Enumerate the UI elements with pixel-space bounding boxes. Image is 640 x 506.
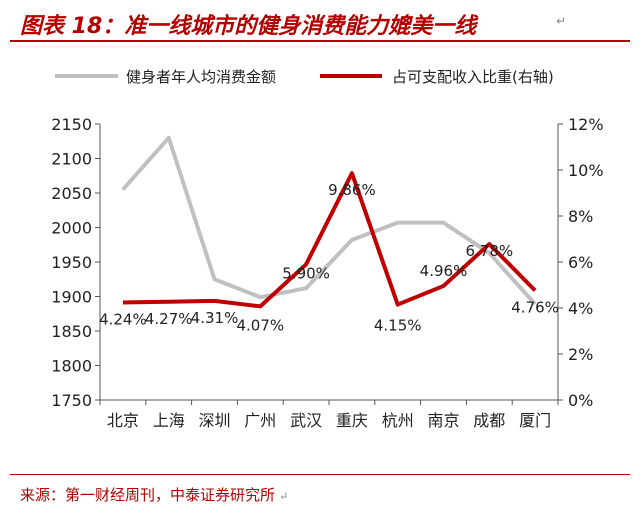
y-left-tick-label: 1900: [51, 288, 92, 307]
legend-label-1: 健身者年人均消费金额: [126, 68, 276, 86]
series-line-spending: [121, 135, 537, 306]
x-tick-label: 成都: [473, 411, 505, 430]
data-label: 4.96%: [420, 262, 468, 280]
paragraph-mark-icon: ↵: [556, 14, 567, 28]
chart-series: [121, 135, 537, 309]
y-left-tick-label: 2100: [51, 150, 92, 169]
data-label: 9.86%: [328, 181, 376, 199]
x-tick-label: 重庆: [336, 411, 368, 430]
figure-header: 图表 18：准一线城市的健身消费能力媲美一线 ↵: [0, 0, 640, 40]
data-label: 6.78%: [465, 242, 513, 260]
footer-divider: [10, 474, 630, 475]
y-left-tick-label: 2050: [51, 184, 92, 203]
x-tick-label: 北京: [107, 411, 139, 430]
data-labels: 4.24%4.27%4.31%4.07% 5.90% 9.86% 4.15% 4.96%…: [99, 181, 559, 334]
paragraph-mark-icon: ↵: [279, 490, 289, 503]
y-right-tick-label: 10%: [568, 161, 604, 180]
y-left-tick-label: 2150: [51, 115, 92, 134]
series-line-income-share: [122, 171, 537, 309]
data-label: 4.76%: [511, 299, 559, 317]
figure-title: 图表 18：准一线城市的健身消费能力媲美一线: [20, 14, 477, 39]
y-right-tick-label: 2%: [568, 345, 593, 364]
x-tick-label: 上海: [153, 411, 185, 430]
legend-label-2: 占可支配收入比重(右轴): [392, 68, 554, 86]
chart: 健身者年人均消费金额 占可支配收入比重(右轴) 17501800185019001…: [51, 68, 603, 430]
y-right-tick-label: 6%: [568, 253, 593, 272]
x-tick-label: 杭州: [382, 411, 414, 430]
title-divider: [10, 40, 630, 42]
y-right-tick-label: 4%: [568, 299, 593, 318]
data-label: 4.07%: [236, 316, 284, 334]
data-label: 5.90%: [282, 264, 330, 282]
source-note: 来源：第一财经周刊，中泰证券研究所 ↵: [20, 484, 288, 505]
y-left-tick-label: 1850: [51, 322, 92, 341]
data-label: 4.24%: [99, 310, 147, 328]
y-right-tick-label: 0%: [568, 391, 593, 410]
data-label: 4.31%: [191, 309, 239, 327]
y-left-tick-label: 1750: [51, 391, 92, 410]
x-tick-label: 南京: [427, 411, 459, 430]
x-tick-label: 武汉: [290, 411, 322, 430]
x-tick-label: 广州: [244, 411, 276, 430]
y-left-tick-label: 2000: [51, 219, 92, 238]
y-left-tick-label: 1950: [51, 253, 92, 272]
data-label: 4.27%: [145, 310, 193, 328]
chart-axes: 1750 1800 1850 1900 1950 2000 2050 2100 2150 0% 2%…: [51, 115, 603, 430]
source-text: 来源：第一财经周刊，中泰证券研究所: [20, 486, 276, 504]
x-tick-label: 厦门: [519, 411, 551, 430]
data-label: 4.15%: [374, 317, 422, 335]
legend: 健身者年人均消费金额 占可支配收入比重(右轴): [55, 68, 554, 86]
x-tick-label: 深圳: [198, 411, 230, 430]
y-left-tick-label: 1800: [51, 357, 92, 376]
y-right-tick-label: 12%: [568, 115, 604, 134]
y-right-tick-label: 8%: [568, 207, 593, 226]
